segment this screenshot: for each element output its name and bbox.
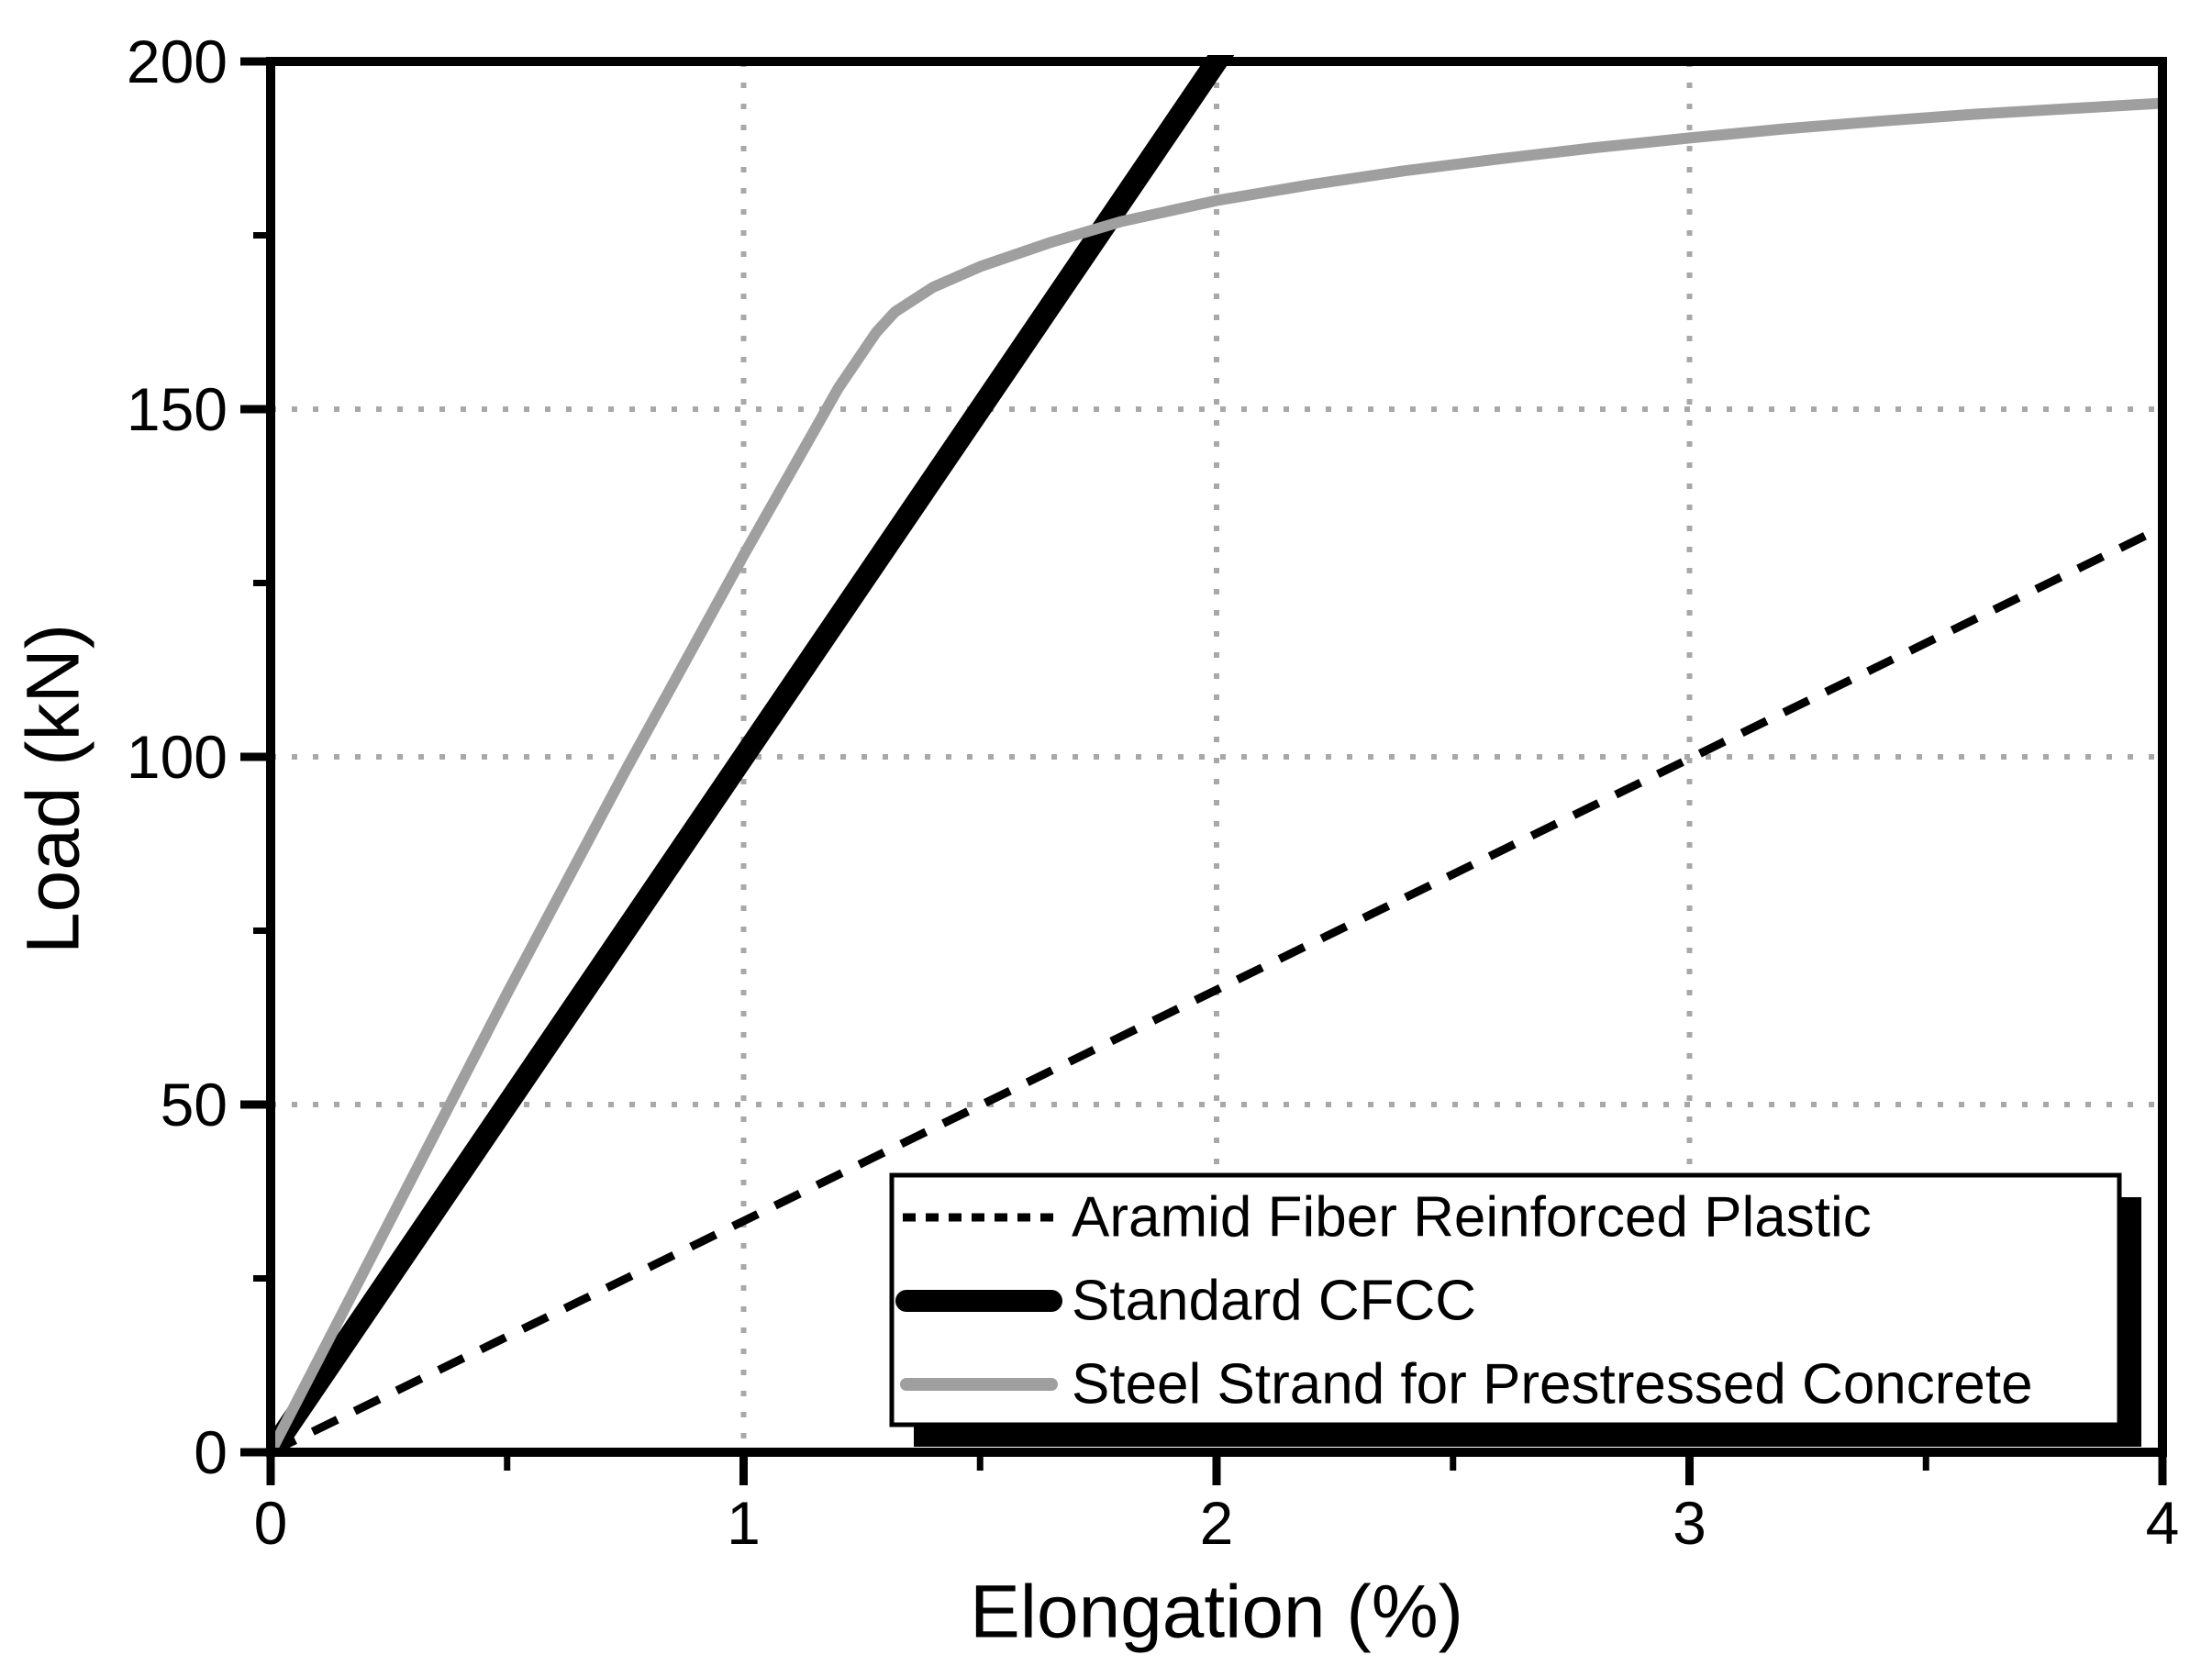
tick-labels: 0 1 2 3 4 0 50 100 150 200: [127, 28, 2179, 1557]
y-tick-label-50: 50: [161, 1071, 228, 1138]
axis-ticks: [240, 57, 2167, 1485]
legend-label-aramid-fiber-reinforced-plastic: Aramid Fiber Reinforced Plastic: [1072, 1186, 1872, 1249]
legend: Aramid Fiber Reinforced Plastic Standard …: [889, 1172, 2141, 1447]
y-tick-label-100: 100: [127, 723, 228, 791]
y-tick-label-0: 0: [194, 1418, 228, 1486]
y-tick-label-150: 150: [127, 375, 228, 443]
series-line-aramid-fiber-reinforced-plastic: [271, 523, 2162, 1455]
x-tick-label-2: 2: [1200, 1489, 1234, 1557]
x-tick-label-1: 1: [727, 1489, 761, 1557]
x-tick-label-3: 3: [1673, 1489, 1706, 1557]
y-tick-label-200: 200: [127, 28, 228, 95]
y-axis-title: Load (kN): [12, 624, 95, 954]
series-line-steel-strand-for-prestressed-concrete: [271, 97, 2162, 1455]
x-tick-label-0: 0: [254, 1489, 288, 1557]
legend-label-steel-strand-for-prestressed-concrete: Steel Strand for Prestressed Concrete: [1072, 1353, 2033, 1416]
x-tick-label-4: 4: [2146, 1489, 2180, 1557]
legend-label-standard-cfcc: Standard CFCC: [1072, 1270, 1476, 1333]
legend-box: [889, 1172, 2122, 1427]
x-axis-title: Elongation (%): [970, 1571, 1463, 1654]
